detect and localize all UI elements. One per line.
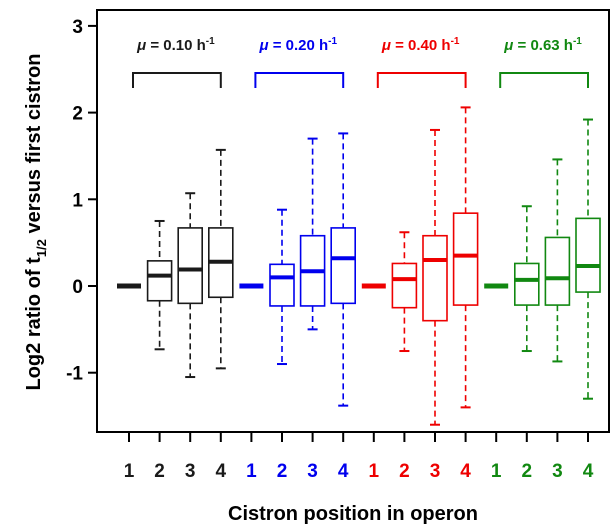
- group-label-unit-exponent: -1: [451, 36, 460, 47]
- y-tick-label: 3: [72, 17, 83, 38]
- group-bracket: [132, 72, 222, 88]
- box-body: [422, 234, 448, 322]
- group-label-unit-exponent: -1: [206, 36, 215, 47]
- x-tick-label: 3: [307, 461, 318, 482]
- group-label-value: = 0.20 h: [269, 37, 329, 54]
- x-tick-label: 1: [124, 461, 135, 482]
- box-body: [330, 227, 357, 305]
- x-tick-label: 2: [154, 461, 165, 482]
- y-axis-title: Log2 ratio of t1/2 versus first cistron: [23, 53, 49, 390]
- group-bracket: [376, 72, 467, 88]
- box-groups: μ = 0.10 h-1 μ = 0.20 h-1 μ = 0.40 h-1 μ = …: [117, 36, 601, 426]
- box-body: [513, 262, 540, 306]
- group-label: μ = 0.40 h-1: [381, 36, 460, 54]
- box-body: [146, 260, 173, 302]
- box-group: μ = 0.63 h-1: [484, 36, 601, 400]
- x-tick-label: 4: [460, 461, 471, 482]
- plot-frame: [96, 9, 610, 433]
- group-label: μ = 0.10 h-1: [136, 36, 215, 54]
- x-tick-label: 3: [185, 461, 196, 482]
- y-tick-label: 0: [72, 277, 83, 298]
- group-label-mu: μ: [259, 37, 269, 54]
- group-label-mu: μ: [381, 37, 391, 54]
- group-bracket: [499, 72, 589, 88]
- group-label-mu: μ: [503, 37, 513, 54]
- y-axis-title-subscript: 1/2: [34, 239, 49, 257]
- x-tick-label: 3: [552, 461, 563, 482]
- box-body: [269, 263, 295, 307]
- box-group: μ = 0.10 h-1: [117, 36, 234, 379]
- x-tick-label: 2: [277, 461, 288, 482]
- group-bracket: [254, 72, 345, 88]
- x-tick-label: 4: [338, 461, 349, 482]
- x-tick-label: 4: [583, 461, 594, 482]
- y-axis: 3 2 1 0 -1: [66, 17, 97, 385]
- y-tick-label: 2: [72, 104, 83, 125]
- x-tick-label: 1: [491, 461, 502, 482]
- y-axis-title-main: Log2 ratio of t: [23, 257, 45, 391]
- box-body: [575, 217, 601, 293]
- group-label-value: = 0.10 h: [146, 37, 206, 54]
- x-tick-label: 2: [522, 461, 533, 482]
- box-body: [544, 236, 571, 306]
- x-tick-label: 2: [399, 461, 410, 482]
- y-tick-label: -1: [66, 364, 83, 385]
- group-label-unit-exponent: -1: [328, 36, 337, 47]
- box-body: [391, 262, 418, 309]
- group-label-value: = 0.63 h: [513, 37, 573, 54]
- box-group: μ = 0.20 h-1: [239, 36, 357, 407]
- group-label: μ = 0.20 h-1: [259, 36, 338, 54]
- box-group: μ = 0.40 h-1: [361, 36, 479, 426]
- y-axis-title-rest: versus first cistron: [23, 53, 45, 239]
- box-body: [452, 212, 479, 306]
- group-label-mu: μ: [136, 37, 146, 54]
- group-label-value: = 0.40 h: [391, 37, 451, 54]
- x-tick-label: 1: [369, 461, 380, 482]
- x-tick-label: 4: [216, 461, 227, 482]
- group-label-unit-exponent: -1: [573, 36, 582, 47]
- y-tick-label: 1: [72, 190, 83, 211]
- x-tick-label: 3: [430, 461, 441, 482]
- group-label: μ = 0.63 h-1: [503, 36, 582, 54]
- box-body: [177, 227, 203, 305]
- x-tick-label: 1: [246, 461, 257, 482]
- x-axis-title: Cistron position in operon: [228, 503, 478, 525]
